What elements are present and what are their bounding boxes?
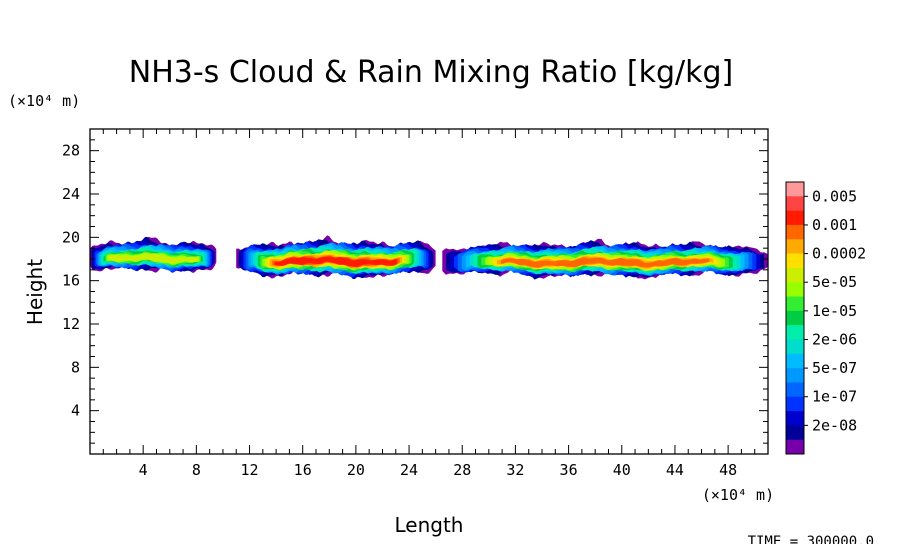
y-tick-label: 8 (71, 358, 80, 376)
x-tick-label: 32 (506, 461, 524, 479)
x-axis-label: Length (395, 513, 464, 537)
y-axis-ticks: 4 8 12 16 20 24 28 (62, 139, 768, 444)
plot-frame (89, 128, 769, 455)
colorbar-swatch (786, 239, 804, 254)
x-tick-label: 44 (666, 461, 684, 479)
colorbar-swatch (786, 368, 804, 383)
chart-title: NH3-s Cloud & Rain Mixing Ratio [kg/kg] (129, 55, 734, 90)
colorbar-swatch (786, 196, 804, 211)
colorbar-swatch (786, 353, 804, 369)
y-tick-label: 16 (62, 272, 80, 290)
colorbar-swatch (786, 253, 804, 269)
colorbar-label: 0.005 (812, 187, 857, 205)
colorbar-swatch (786, 396, 804, 412)
colorbar-swatch (786, 425, 804, 440)
x-tick-label: 36 (560, 461, 578, 479)
y-tick-label: 12 (62, 315, 80, 333)
time-label: TIME = 300000.0 (748, 534, 874, 544)
x-tick-label: 16 (294, 461, 312, 479)
y-tick-label: 28 (62, 142, 80, 160)
colorbar-label: 2e-08 (812, 416, 857, 434)
colorbar-label: 5e-05 (812, 273, 857, 291)
y-axis-unit: (×10⁴ m) (8, 92, 80, 110)
x-axis-ticks: 4 8 12 16 20 24 28 32 36 40 44 48 (102, 129, 756, 479)
x-tick-label: 28 (453, 461, 471, 479)
colorbar-swatch (786, 282, 804, 297)
colorbar-swatch (786, 325, 804, 340)
colorbar-label: 0.0002 (812, 245, 866, 263)
cloud-field (90, 235, 768, 280)
colorbar-swatch (786, 439, 804, 455)
colorbar-label: 2e-06 (812, 330, 857, 348)
y-tick-label: 4 (71, 402, 80, 420)
cloud-contour-band (108, 253, 199, 264)
colorbar-swatch (786, 182, 804, 197)
x-tick-label: 24 (400, 461, 418, 479)
x-tick-label: 20 (347, 461, 365, 479)
x-tick-label: 12 (240, 461, 258, 479)
colorbar-swatch (786, 382, 804, 398)
colorbar-swatch (786, 224, 804, 240)
colorbar-label: 1e-07 (812, 388, 857, 406)
colorbar-swatch (786, 310, 804, 326)
colorbar-label: 1e-05 (812, 302, 857, 320)
colorbar-swatch (786, 296, 804, 312)
y-tick-label: 20 (62, 228, 80, 246)
x-tick-label: 48 (719, 461, 737, 479)
colorbar-label: 5e-07 (812, 359, 857, 377)
colorbar-swatch (786, 210, 804, 226)
y-axis-label: Height (23, 259, 47, 325)
cloud-contour-band (500, 257, 710, 268)
colorbar-label: 0.001 (812, 216, 857, 234)
colorbar-swatch (786, 339, 804, 355)
colorbar-swatch (786, 267, 804, 283)
colorbar-swatch (786, 411, 804, 426)
x-tick-label: 8 (192, 461, 201, 479)
colorbar-frame (785, 181, 805, 455)
colorbar: 0.005 0.001 0.0002 5e-05 1e-05 2e-06 5e-07 1e-0… (785, 181, 866, 455)
x-tick-label: 40 (613, 461, 631, 479)
x-axis-unit: (×10⁴ m) (702, 486, 774, 504)
y-tick-label: 24 (62, 185, 80, 203)
x-tick-label: 4 (139, 461, 148, 479)
cloud-contour-band (274, 256, 398, 267)
